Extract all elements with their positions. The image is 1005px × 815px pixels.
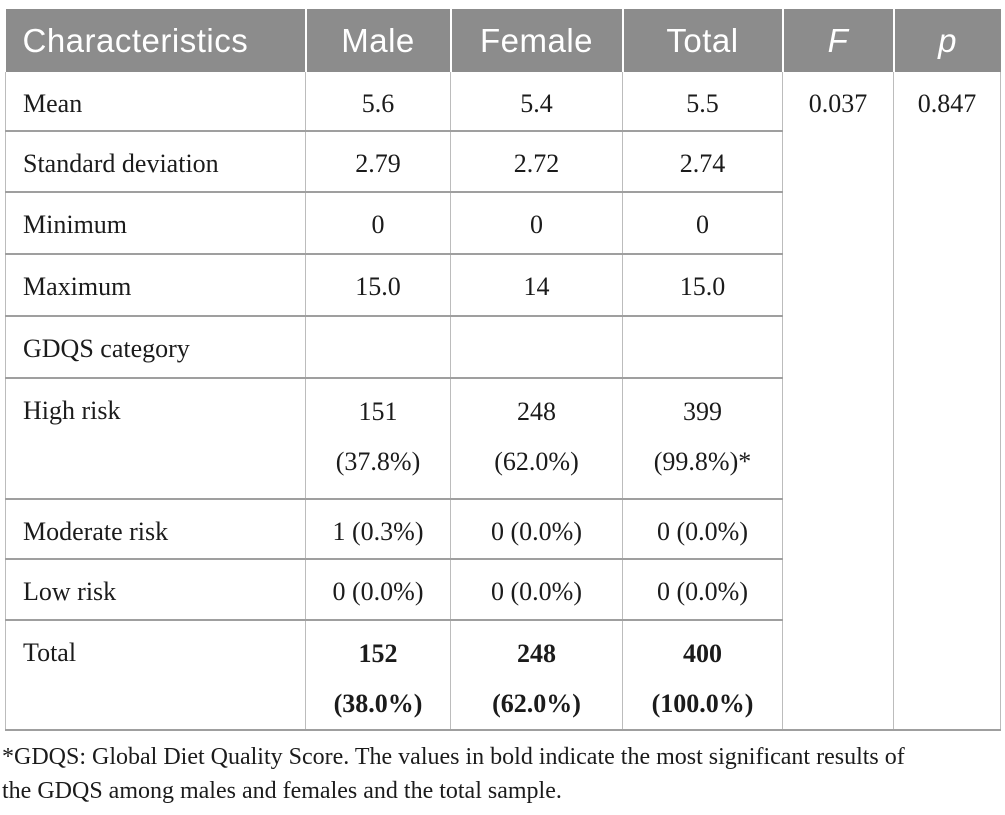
- cell-total: 400 (100.0%): [622, 619, 783, 730]
- table-row-standard-deviation: Standard deviation 2.79 2.72 2.74: [5, 130, 1001, 192]
- row-label: Low risk: [5, 558, 306, 620]
- cell-male: 0 (0.0%): [305, 558, 451, 620]
- table-header: Characteristics Male Female Total F p: [5, 9, 1001, 72]
- cell-female: 0 (0.0%): [450, 498, 623, 559]
- header-female: Female: [449, 9, 623, 72]
- header-row: Characteristics Male Female Total F p: [5, 9, 1001, 72]
- row-label: Maximum: [5, 253, 306, 316]
- cell-female: 0 (0.0%): [450, 558, 623, 620]
- cell-male: 1 (0.3%): [305, 498, 451, 559]
- table-row-low-risk: Low risk 0 (0.0%) 0 (0.0%) 0 (0.0%): [5, 558, 1001, 620]
- table-row-mean: Mean 5.6 5.4 5.5 0.037 0.847: [5, 72, 1001, 730]
- cell-total: 399 (99.8%)*: [622, 377, 783, 499]
- cell-female: 248 (62.0%): [450, 619, 623, 730]
- table-footnote: *GDQS: Global Diet Quality Score. The va…: [2, 744, 905, 804]
- cell-total: [622, 315, 783, 378]
- cell-total: 5.5: [622, 72, 783, 131]
- table-row-total: Total 152 (38.0%) 248 (62.0%) 400 (100.0…: [5, 619, 1001, 730]
- cell-male: 0: [305, 191, 451, 254]
- row-label: Total: [5, 619, 306, 730]
- cell-male: 151 (37.8%): [305, 377, 451, 499]
- cell-p-value: 0.847: [893, 72, 1001, 730]
- cell-male: 15.0: [305, 253, 451, 316]
- row-label: Minimum: [5, 191, 306, 254]
- row-label: High risk: [5, 377, 306, 499]
- header-f-statistic: F: [781, 9, 894, 72]
- row-label: Standard deviation: [5, 130, 306, 192]
- header-total: Total: [621, 9, 783, 72]
- row-label: GDQS category: [5, 315, 306, 378]
- cell-female: 0: [450, 191, 623, 254]
- header-p-value: p: [892, 9, 1001, 72]
- cell-total: 0 (0.0%): [622, 558, 783, 620]
- table-row-moderate-risk: Moderate risk 1 (0.3%) 0 (0.0%) 0 (0.0%): [5, 498, 1001, 559]
- cell-total: 2.74: [622, 130, 783, 192]
- cell-total: 15.0: [622, 253, 783, 316]
- header-male: Male: [304, 9, 451, 72]
- cell-male: 5.6: [305, 72, 451, 131]
- gdqs-characteristics-table: Characteristics Male Female Total F p Me…: [5, 9, 1001, 731]
- cell-male: 152 (38.0%): [305, 619, 451, 730]
- row-label: Mean: [5, 72, 306, 131]
- row-label: Moderate risk: [5, 498, 306, 559]
- header-characteristics: Characteristics: [5, 9, 306, 72]
- cell-female: 248 (62.0%): [450, 377, 623, 499]
- cell-female: [450, 315, 623, 378]
- cell-female: 5.4: [450, 72, 623, 131]
- table-row-maximum: Maximum 15.0 14 15.0: [5, 253, 1001, 316]
- table-row-gdqs-category: GDQS category: [5, 315, 1001, 378]
- cell-male: [305, 315, 451, 378]
- table-body: Mean 5.6 5.4 5.5 0.037 0.847 Standard de…: [5, 72, 1001, 730]
- cell-total: 0: [622, 191, 783, 254]
- cell-f-value: 0.037: [782, 72, 894, 730]
- cell-female: 14: [450, 253, 623, 316]
- table-row-minimum: Minimum 0 0 0: [5, 191, 1001, 254]
- cell-male: 2.79: [305, 130, 451, 192]
- table-row-high-risk: High risk 151 (37.8%) 248 (62.0%) 399 (9…: [5, 377, 1001, 499]
- cell-total: 0 (0.0%): [622, 498, 783, 559]
- cell-female: 2.72: [450, 130, 623, 192]
